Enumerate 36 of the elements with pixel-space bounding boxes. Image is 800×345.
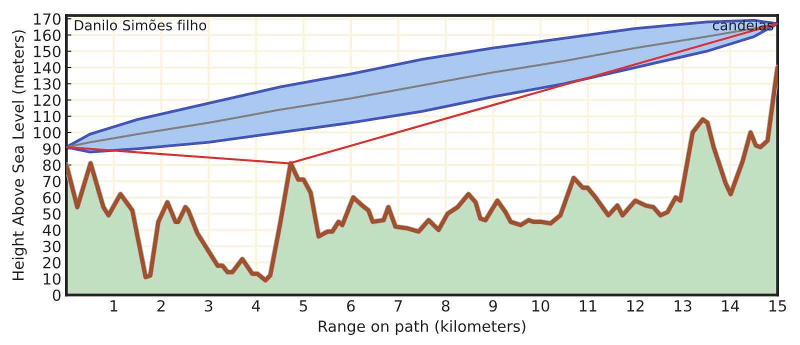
y-tick-label: 140	[34, 62, 61, 74]
y-tick-label: 100	[34, 126, 61, 139]
y-axis-title: Height Above Sea Level (meters)	[12, 30, 27, 280]
y-tick-label: 50	[43, 208, 61, 220]
x-tick-label: 4	[252, 300, 260, 312]
x-tick-label: 7	[394, 300, 402, 312]
x-tick-label: 11	[580, 300, 596, 312]
y-tick-label: 20	[43, 256, 61, 268]
x-tick-label: 10	[532, 300, 550, 312]
y-tick-label: 120	[34, 94, 61, 106]
y-tick-label: 160	[34, 29, 61, 42]
x-tick-label: 15	[770, 300, 786, 312]
y-tick-label: 90	[43, 143, 61, 155]
x-tick-label: 12	[627, 300, 644, 312]
annotation: Danilo Simões filho	[74, 19, 206, 30]
x-tick-label: 6	[347, 300, 355, 312]
x-tick-label: 2	[157, 300, 165, 312]
y-tick-label: 110	[34, 110, 61, 122]
x-tick-label: 13	[674, 300, 692, 312]
y-tick-label: 130	[34, 78, 61, 90]
x-tick-label: 3	[204, 300, 212, 312]
x-tick-label: 9	[489, 300, 497, 312]
x-tick-label: 14	[722, 300, 740, 312]
y-tick-label: 170	[34, 13, 61, 25]
y-tick-label: 70	[43, 176, 61, 188]
y-tick-label: 10	[44, 273, 61, 285]
x-axis-title: Range on path (kilometers)	[318, 320, 526, 335]
y-tick-label: 30	[43, 240, 61, 252]
y-tick-label: 0	[52, 289, 61, 301]
x-tick-label: 8	[442, 300, 450, 312]
y-tick-label: 60	[43, 192, 61, 204]
y-tick-label: 40	[42, 224, 61, 236]
y-tick-label: 80	[43, 159, 61, 172]
x-tick-label: 1	[110, 300, 118, 312]
y-tick-label: 150	[34, 46, 61, 58]
x-tick-label: 5	[300, 300, 307, 312]
